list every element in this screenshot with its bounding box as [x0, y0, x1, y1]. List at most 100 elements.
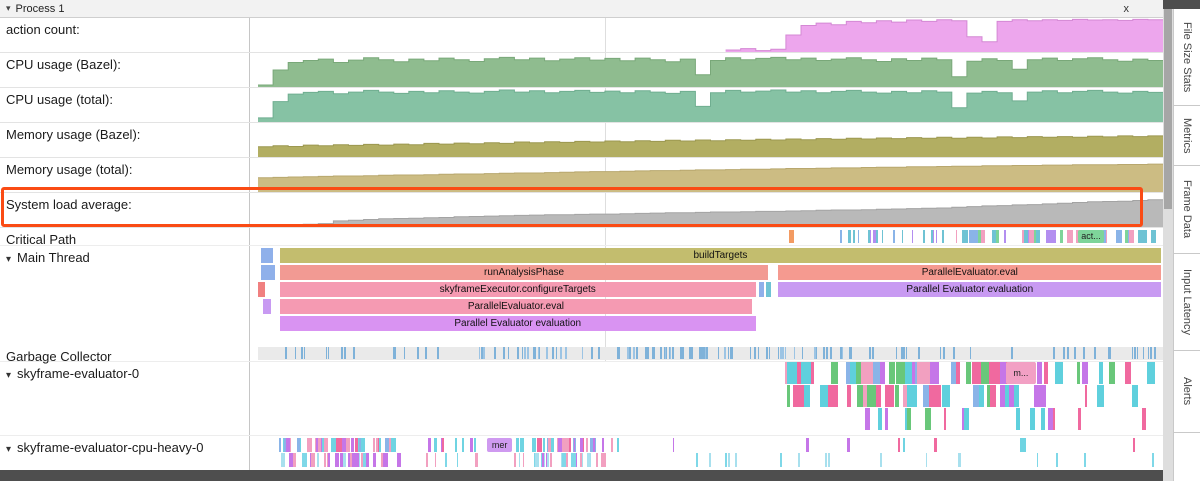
cpu-heavy-slice[interactable]	[445, 453, 447, 467]
cpu-heavy-slice[interactable]	[359, 438, 361, 452]
gc-tick[interactable]	[969, 347, 971, 359]
evaluator-slice[interactable]	[1108, 362, 1116, 384]
horizontal-scrollbar[interactable]	[0, 470, 1163, 481]
gc-tick[interactable]	[502, 347, 504, 359]
evaluator-slice[interactable]	[1132, 385, 1139, 407]
cpu-heavy-slice[interactable]	[425, 453, 429, 467]
cpu-heavy-slice[interactable]	[475, 453, 477, 467]
cpu-heavy-slice[interactable]	[806, 438, 810, 452]
expand-triangle-icon[interactable]: ▾	[6, 370, 12, 381]
cpu-heavy-slice[interactable]	[351, 453, 357, 467]
gc-tick[interactable]	[483, 347, 485, 359]
gc-tick[interactable]	[1134, 347, 1137, 359]
cpu-heavy-slice[interactable]	[348, 453, 354, 467]
skyframe-evaluator-0-label[interactable]: ▾ skyframe-evaluator-0	[0, 362, 250, 435]
gc-tick[interactable]	[903, 347, 905, 359]
cpu-heavy-slice[interactable]	[380, 453, 383, 467]
cpu-heavy-label[interactable]: ▾ skyframe-evaluator-cpu-heavy-0	[0, 436, 250, 470]
gc-tick[interactable]	[724, 347, 726, 359]
evaluator-slice[interactable]	[928, 385, 940, 407]
gc-tick[interactable]	[503, 347, 506, 359]
evaluator-slice[interactable]	[904, 408, 908, 430]
gc-tick[interactable]	[353, 347, 356, 359]
critical-path-slice[interactable]	[840, 230, 842, 243]
cpu-heavy-slice[interactable]	[317, 453, 319, 467]
gc-tick[interactable]	[689, 347, 691, 359]
cpu-heavy-slice[interactable]	[373, 438, 375, 452]
evaluator-slice[interactable]	[847, 385, 851, 407]
gc-tick[interactable]	[901, 347, 904, 359]
cpu-heavy-slice[interactable]	[580, 438, 584, 452]
gc-tick[interactable]	[326, 347, 328, 359]
gc-tick[interactable]	[703, 347, 706, 359]
gc-tick[interactable]	[814, 347, 816, 359]
expand-triangle-icon[interactable]: ▾	[6, 444, 12, 455]
critical-path-slice[interactable]	[1029, 230, 1034, 243]
cpu-heavy-track[interactable]: mer	[258, 436, 1163, 470]
gc-tick[interactable]	[1153, 347, 1156, 359]
evaluator-slice[interactable]	[1084, 385, 1088, 407]
gc-tick[interactable]	[895, 347, 897, 359]
flame-bar[interactable]: ParallelEvaluator.eval	[279, 299, 753, 314]
critical-path-slice[interactable]	[935, 230, 938, 243]
gc-tick[interactable]	[478, 347, 481, 359]
gc-tick[interactable]	[1083, 347, 1086, 359]
critical-path-slice[interactable]	[942, 230, 945, 243]
cpu-heavy-slice[interactable]	[384, 438, 389, 452]
gc-tick[interactable]	[652, 347, 654, 359]
tab-file-size-stats[interactable]: File Size Stats	[1174, 9, 1200, 106]
critical-path-slice[interactable]	[868, 230, 870, 243]
gc-tick[interactable]	[749, 347, 752, 359]
gc-tick[interactable]	[301, 347, 303, 359]
cpu-heavy-slice[interactable]	[1055, 453, 1059, 467]
expand-triangle-icon[interactable]: ▾	[6, 254, 12, 265]
flame-bar[interactable]	[262, 299, 271, 314]
cpu-heavy-slice[interactable]	[282, 438, 286, 452]
gc-tick[interactable]	[869, 347, 871, 359]
evaluator-slice[interactable]	[973, 385, 983, 407]
critical-path-slice[interactable]	[789, 230, 795, 243]
gc-tick[interactable]	[494, 347, 496, 359]
critical-path-slice[interactable]	[1022, 230, 1026, 243]
evaluator-slice[interactable]	[922, 385, 933, 407]
cpu-heavy-slice[interactable]	[379, 438, 381, 452]
gc-tick[interactable]	[664, 347, 666, 359]
gc-tick[interactable]	[538, 347, 540, 359]
cpu-heavy-slice[interactable]	[289, 453, 294, 467]
gc-tick[interactable]	[328, 347, 330, 359]
evaluator-slice[interactable]	[885, 385, 894, 407]
evaluator-slice[interactable]	[791, 362, 798, 384]
cpu-heavy-slice[interactable]	[342, 453, 344, 467]
cpu-heavy-slice[interactable]	[279, 438, 281, 452]
cpu-heavy-slice[interactable]	[1152, 453, 1154, 467]
gc-tick[interactable]	[341, 347, 344, 359]
evaluator-slice[interactable]	[856, 385, 867, 407]
evaluator-slice[interactable]	[906, 385, 917, 407]
cpu-heavy-slice[interactable]	[601, 438, 605, 452]
cpu-heavy-slice[interactable]	[440, 438, 443, 452]
gc-tick[interactable]	[653, 347, 655, 359]
evaluator-slice[interactable]	[1077, 408, 1081, 430]
gc-tick[interactable]	[704, 347, 707, 359]
garbage-collector-track[interactable]	[258, 345, 1163, 361]
critical-path-slice[interactable]	[974, 230, 981, 243]
flame-bar[interactable]: Parallel Evaluator evaluation	[778, 282, 1162, 297]
evaluator-slice[interactable]	[943, 408, 947, 430]
evaluator-slice[interactable]	[1096, 385, 1102, 407]
gc-tick[interactable]	[660, 347, 662, 359]
evaluator-slice[interactable]	[888, 362, 895, 384]
evaluator-slice[interactable]	[1034, 385, 1044, 407]
memory-bazel-chart[interactable]	[258, 123, 1163, 157]
cpu-heavy-slice[interactable]	[358, 438, 360, 452]
cpu-heavy-slice[interactable]	[617, 438, 619, 452]
evaluator-slice[interactable]	[1147, 362, 1156, 384]
gc-tick[interactable]	[784, 347, 786, 359]
gc-tick[interactable]	[629, 347, 631, 359]
cpu-heavy-slice[interactable]	[470, 438, 474, 452]
gc-tick[interactable]	[627, 347, 629, 359]
cpu-heavy-slice[interactable]	[897, 438, 900, 452]
gc-tick[interactable]	[533, 347, 536, 359]
memory-total-chart[interactable]	[258, 158, 1163, 192]
critical-path-slice[interactable]	[852, 230, 856, 243]
cpu-heavy-slice[interactable]	[360, 453, 363, 467]
